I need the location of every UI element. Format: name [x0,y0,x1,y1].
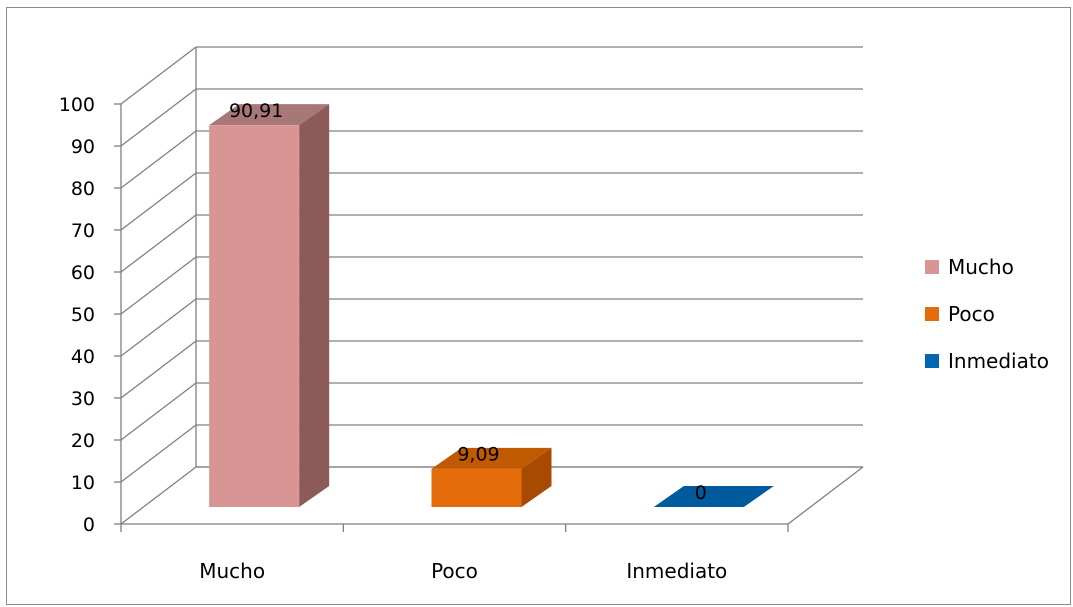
bar-top-inmediato [653,486,774,507]
y-tick-label: 0 [83,514,95,536]
side-wall-gridline [120,46,197,105]
legend-swatch-inmediato [925,354,939,368]
legend-label-mucho: Mucho [948,255,1014,279]
side-wall-gridline [120,256,197,315]
side-wall-gridline [120,466,197,525]
legend: Mucho Poco Inmediato [925,255,1049,373]
y-tick-label: 60 [71,262,95,284]
side-wall-gridline [120,88,197,147]
bar-top-mucho [209,104,330,126]
side-wall-gridline [120,214,197,273]
bar-mucho [209,125,300,507]
x-category-label-inmediato: Inmediato [626,559,727,583]
legend-swatch-poco [925,307,939,321]
x-category-label-mucho: Mucho [199,559,265,583]
y-tick-label: 80 [71,178,95,200]
bar-poco [431,468,522,507]
side-wall-gridline [120,382,197,441]
y-tick-label: 30 [71,388,95,410]
side-wall-gridline [120,340,197,399]
bar-side-poco [521,447,552,507]
side-wall-gridline [120,424,197,483]
data-label-poco: 9,09 [457,444,499,466]
y-tick-label: 70 [71,220,95,242]
legend-label-inmediato: Inmediato [948,349,1049,373]
legend-label-poco: Poco [948,302,995,326]
side-wall-gridline [120,130,197,189]
y-tick-label: 10 [71,472,95,494]
y-tick-label: 50 [71,304,95,326]
bar-top-poco [431,447,552,469]
data-labels: 90,91 9,09 0 [229,100,707,504]
x-axis-category-labels: Mucho Poco Inmediato [199,559,727,583]
y-tick-label: 40 [71,346,95,368]
side-wall-gridline [120,172,197,231]
legend-swatch-mucho [925,260,939,274]
x-category-label-poco: Poco [431,559,478,583]
y-tick-label: 90 [71,136,95,158]
y-axis-tick-labels: 0 10 20 30 40 50 60 70 80 90 100 [59,94,95,536]
y-tick-label: 20 [71,430,95,452]
bars [209,104,774,507]
data-label-mucho: 90,91 [229,100,283,122]
chart-frame [6,7,1071,605]
bar-side-mucho [299,104,330,507]
data-label-inmediato: 0 [695,482,707,504]
side-wall-gridline [120,298,197,357]
y-tick-label: 100 [59,94,95,116]
floor-right-edge [787,466,864,525]
